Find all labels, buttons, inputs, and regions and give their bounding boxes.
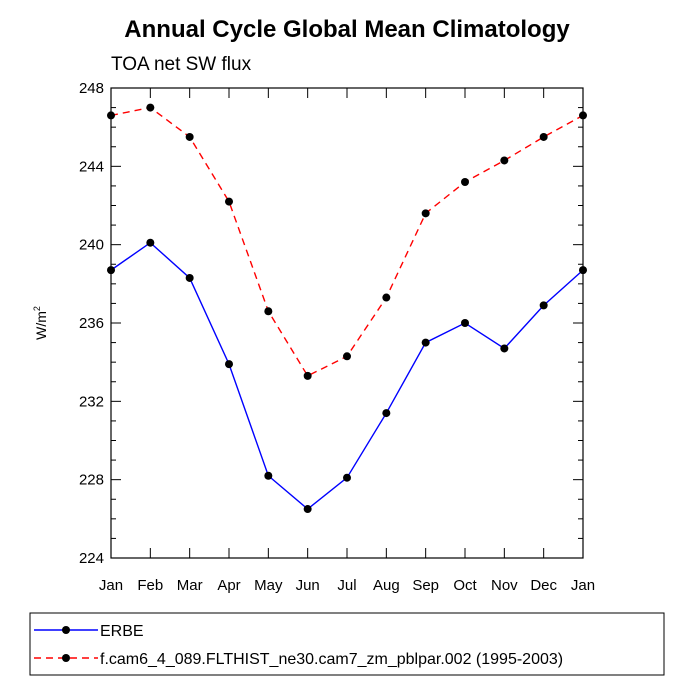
data-point-0 [500, 344, 509, 353]
data-point-1 [382, 293, 391, 302]
legend: ERBE f.cam6_4_089.FLTHIST_ne30.cam7_zm_pb… [34, 623, 563, 668]
data-point-1 [146, 103, 155, 112]
data-point-0 [539, 301, 548, 310]
y-axis-label-text: W/m [33, 311, 49, 340]
x-tick-label: Oct [453, 577, 477, 594]
data-point-1 [421, 209, 430, 218]
y-axis-label: W/m2 [32, 306, 49, 340]
chart-subtitle: TOA net SW flux [111, 54, 252, 75]
data-point-0 [225, 360, 233, 369]
data-point-0 [185, 273, 194, 282]
chart-title: Annual Cycle Global Mean Climatology [124, 16, 570, 43]
y-tick-label: 224 [79, 550, 104, 567]
data-point-0 [264, 471, 273, 480]
legend-label-1: f.cam6_4_089.FLTHIST_ne30.cam7_zm_pblpar… [100, 651, 563, 668]
y-tick-label: 228 [79, 472, 104, 489]
x-tick-label: Feb [137, 577, 163, 594]
x-tick-label: Dec [530, 577, 557, 594]
plot-frame [110, 87, 584, 559]
y-tick-labels: 224 228 232 236 240 244 248 [79, 80, 104, 567]
data-point-1 [264, 307, 273, 316]
y-tick-label: 232 [79, 393, 104, 410]
data-point-1 [343, 352, 351, 361]
x-tick-label: May [254, 577, 283, 594]
data-point-0 [421, 338, 430, 347]
y-tick-label: 248 [79, 80, 104, 97]
x-tick-labels: Jan Feb Mar Apr May Jun Jul Aug Sep Oct Nov Dec Jan [99, 577, 595, 594]
series-line-1 [110, 106, 584, 377]
data-point-1 [461, 178, 469, 186]
data-point-1 [303, 371, 312, 380]
data-point-1 [500, 156, 509, 165]
series-layer [107, 103, 587, 514]
data-point-1 [225, 197, 233, 206]
legend-marker-0 [62, 626, 70, 634]
y-tick-label: 236 [79, 315, 104, 332]
data-point-1 [539, 132, 548, 141]
x-tick-label: Jan [99, 577, 123, 594]
x-tick-label: Nov [491, 577, 518, 594]
legend-box [29, 612, 665, 676]
x-tick-label: Sep [412, 577, 439, 594]
axis-ticks [110, 87, 584, 559]
y-axis-label-superscript: 2 [32, 306, 42, 311]
y-tick-label: 244 [79, 158, 104, 175]
x-tick-label: Aug [373, 577, 400, 594]
data-point-0 [303, 505, 312, 514]
y-tick-label: 240 [79, 237, 104, 254]
x-tick-label: Jan [571, 577, 595, 594]
data-point-0 [343, 473, 351, 482]
data-point-1 [185, 132, 194, 141]
x-tick-label: Jun [296, 577, 320, 594]
data-point-0 [146, 238, 155, 247]
x-tick-label: Apr [217, 577, 240, 594]
x-tick-label: Mar [177, 577, 203, 594]
data-point-0 [461, 319, 469, 327]
legend-label-0: ERBE [100, 623, 144, 640]
x-tick-label: Jul [337, 577, 356, 594]
data-point-0 [382, 409, 391, 418]
series-line-0 [110, 241, 584, 510]
legend-marker-1 [62, 654, 70, 662]
